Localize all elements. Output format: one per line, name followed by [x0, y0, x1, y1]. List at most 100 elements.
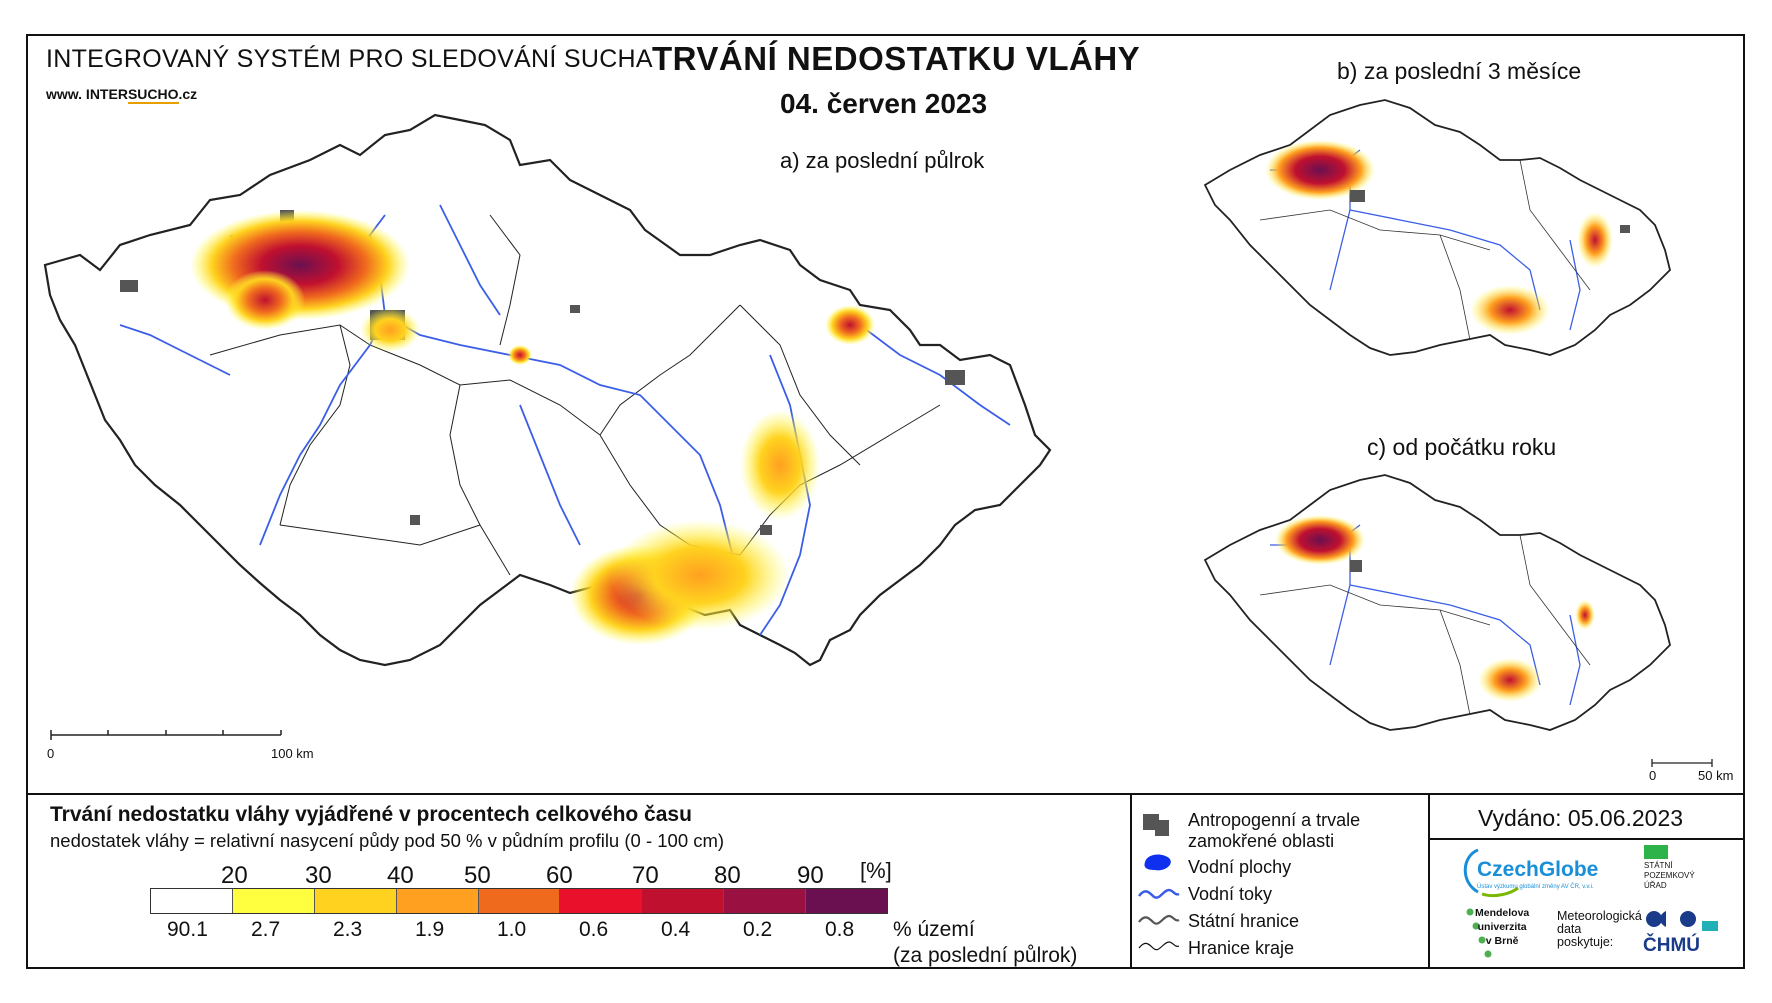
threshold-2: 40: [387, 862, 414, 889]
drought-hotspots-a: [190, 210, 875, 645]
anthropogenic-c: [1350, 560, 1362, 572]
threshold-5: 70: [632, 862, 659, 889]
scale-c-zero: 0: [1649, 768, 1657, 783]
color-class-7: [724, 889, 807, 913]
river-icon: [1138, 888, 1180, 899]
website-mid: SUCHO: [127, 86, 179, 104]
map-b: [1203, 99, 1671, 356]
map-date: 04. červen 2023: [780, 88, 988, 119]
area-label: % území (za poslední půlrok): [893, 917, 1077, 969]
chmu-name: ČHMÚ: [1643, 935, 1700, 956]
sym-region-border: Hranice kraje: [1188, 938, 1295, 958]
spu-text: STÁTNÍ POZEMKOVÝ ÚŘAD: [1644, 861, 1695, 891]
color-bar: [150, 888, 888, 914]
region-borders-b: [1259, 159, 1591, 341]
mendel-2: univerzita: [1477, 921, 1527, 933]
mendel-text: Mendelova univerzita v Brně: [1475, 906, 1529, 948]
map-title: TRVÁNÍ NEDOSTATKU VLÁHY: [652, 40, 1141, 77]
hotspot-c-2: [1478, 658, 1542, 702]
hotspot-c-1: [1275, 515, 1365, 565]
sym-anthropogenic-1: Antropogenní a trvale: [1188, 810, 1361, 830]
area-label-2: (za poslední půlrok): [893, 944, 1078, 967]
meteo-3: poskytuje:: [1557, 935, 1614, 949]
website-suffix: .cz: [178, 86, 198, 102]
meteo-text: Meteorologická data poskytuje:: [1557, 910, 1642, 949]
meteo-1: Meteorologická: [1557, 909, 1642, 923]
color-class-8: [806, 889, 888, 913]
anthropogenic-area-icon: [1143, 814, 1169, 836]
threshold-7: 90: [797, 862, 824, 889]
threshold-0: 20: [221, 862, 248, 889]
mendel-1: Mendelova: [1475, 907, 1530, 919]
region-borders-a: [209, 214, 941, 576]
region-border-icon: [1138, 941, 1180, 951]
czechglobe-name: CzechGlobe: [1477, 858, 1599, 881]
czechglobe-sub: Ústav výzkumu globální změny AV ČR, v.v.…: [1477, 884, 1594, 890]
color-class-3: [396, 889, 479, 913]
map-c-label: c) od počátku roku: [1367, 434, 1557, 460]
area-pct-6: 0.4: [661, 918, 691, 941]
area-label-1: % území: [893, 918, 975, 941]
map-c: [1203, 474, 1671, 731]
sym-anthropogenic: Antropogenní a trvale zamokřené oblasti: [1188, 810, 1360, 852]
country-outline-a: [43, 113, 1052, 667]
scale-bar-c: [1651, 759, 1713, 767]
legend-vsep-1: [1130, 793, 1132, 969]
color-class-6: [642, 889, 725, 913]
sym-water-bodies: Vodní plochy: [1188, 857, 1292, 877]
website-link[interactable]: www. INTERSUCHO.cz: [46, 86, 198, 104]
legend-vsep-2: [1428, 793, 1430, 969]
water-body-icon: [1144, 854, 1171, 871]
issued-date: Vydáno: 05.06.2023: [1478, 805, 1684, 831]
hotspot-b-1: [1265, 140, 1375, 200]
threshold-4: 60: [546, 862, 573, 889]
scale-bar-a: [50, 730, 282, 740]
anthropogenic-b-2: [1620, 225, 1630, 233]
area-pct-1: 2.7: [251, 918, 281, 941]
symbol-icons: [1138, 814, 1180, 951]
threshold-6: 80: [714, 862, 741, 889]
spu-1: STÁTNÍ: [1644, 861, 1673, 870]
area-pct-5: 0.6: [579, 918, 609, 941]
legend-unit: [%]: [860, 858, 892, 883]
system-name: INTEGROVANÝ SYSTÉM PRO SLEDOVÁNÍ SUCHA: [46, 45, 653, 73]
state-border-icon: [1138, 914, 1180, 925]
map-a: [43, 113, 1052, 667]
czechglobe-logo: [1463, 848, 1519, 898]
legend-subtitle: nedostatek vláhy = relativní nasycení pů…: [50, 830, 725, 851]
color-class-2: [314, 889, 397, 913]
mendel-dots-icon: [1466, 908, 1492, 958]
region-borders-c: [1259, 534, 1591, 716]
sym-state-border: Státní hranice: [1188, 911, 1300, 931]
sym-rivers: Vodní toky: [1188, 884, 1273, 904]
color-class-4: [478, 889, 561, 913]
scale-a-zero: 0: [47, 746, 55, 761]
spu-logo: [1644, 845, 1718, 931]
hotspot-c-3: [1575, 600, 1595, 630]
area-pct-2: 2.3: [333, 918, 363, 941]
area-pct-4: 1.0: [497, 918, 527, 941]
area-pct-7: 0.2: [743, 918, 773, 941]
spu-2: POZEMKOVÝ: [1644, 871, 1695, 880]
map-b-label: b) za poslední 3 měsíce: [1337, 58, 1582, 84]
area-pct-3: 1.9: [415, 918, 445, 941]
color-class-1: [232, 889, 315, 913]
meteo-2: data: [1557, 922, 1582, 936]
scale-c-end: 50 km: [1698, 768, 1734, 783]
spu-3: ÚŘAD: [1644, 881, 1667, 890]
anthropogenic-b: [1350, 190, 1365, 202]
map-a-label: a) za poslední půlrok: [780, 148, 985, 173]
mendel-3: v Brně: [1485, 935, 1519, 947]
legend-title: Trvání nedostatku vláhy vyjádřené v proc…: [50, 803, 692, 826]
scale-a-end: 100 km: [271, 746, 314, 761]
threshold-3: 50: [464, 862, 491, 889]
hotspot-b-2: [1470, 285, 1550, 335]
chmu-logo-icon: [1646, 911, 1696, 927]
logos-box: [1430, 838, 1745, 971]
threshold-1: 30: [305, 862, 332, 889]
sym-anthropogenic-2: zamokřené oblasti: [1188, 831, 1335, 851]
area-pct-8: 0.8: [825, 918, 855, 941]
color-class-5: [560, 889, 643, 913]
legend-separator: [26, 793, 1745, 795]
website-prefix: www. INTER: [46, 86, 128, 102]
